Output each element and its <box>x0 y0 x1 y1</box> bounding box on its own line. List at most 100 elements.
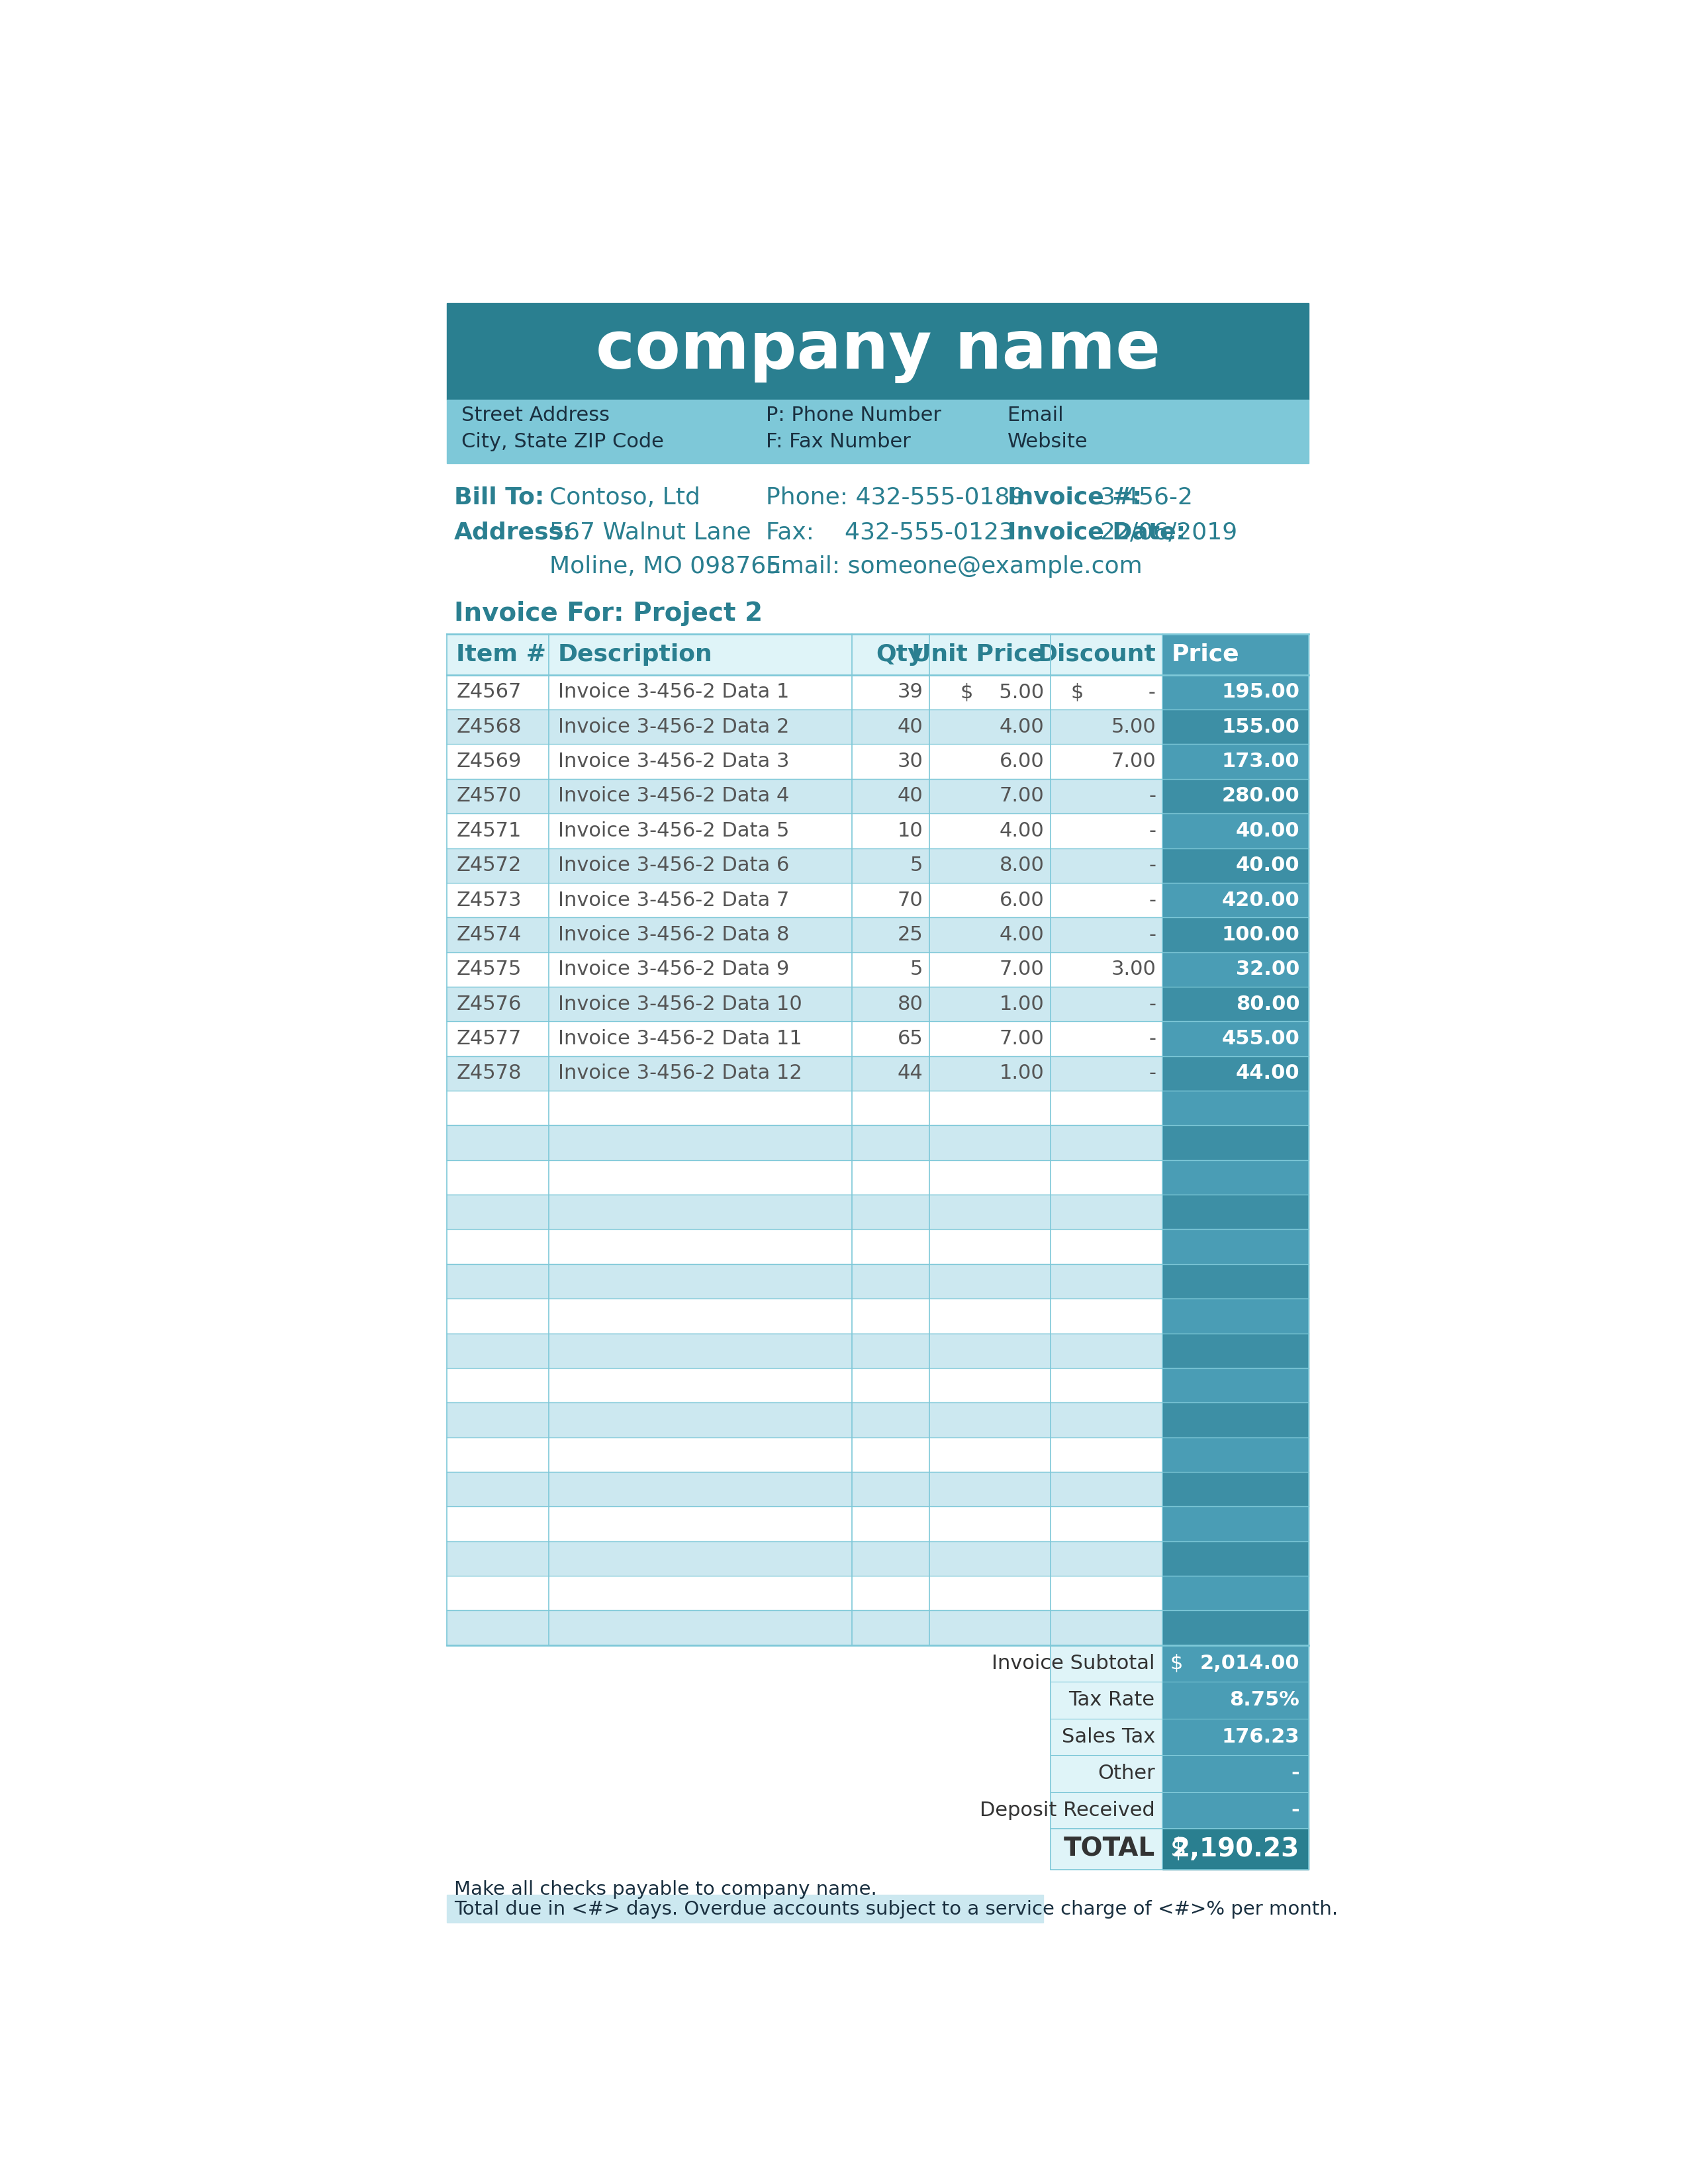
Text: Tax Rate: Tax Rate <box>1069 1690 1155 1710</box>
Text: 44.00: 44.00 <box>1236 1064 1300 1083</box>
Text: Z4569: Z4569 <box>456 751 522 771</box>
Text: Z4574: Z4574 <box>456 926 522 943</box>
Text: Z4571: Z4571 <box>456 821 522 841</box>
Text: Invoice 3-456-2 Data 5: Invoice 3-456-2 Data 5 <box>557 821 788 841</box>
Text: Address:: Address: <box>454 522 572 544</box>
Bar <box>1161 1332 1308 1367</box>
Text: Price: Price <box>1171 644 1239 666</box>
Text: 7.00: 7.00 <box>999 1029 1045 1048</box>
Bar <box>1050 1828 1161 1870</box>
Text: 8.00: 8.00 <box>999 856 1045 876</box>
Text: 44: 44 <box>898 1064 923 1083</box>
Text: 100.00: 100.00 <box>1222 926 1300 943</box>
Text: Deposit Received: Deposit Received <box>979 1800 1155 1819</box>
Text: Email: someone@example.com: Email: someone@example.com <box>766 555 1143 579</box>
Text: Invoice 3-456-2 Data 9: Invoice 3-456-2 Data 9 <box>557 959 788 978</box>
Bar <box>1161 847 1308 882</box>
Text: 173.00: 173.00 <box>1222 751 1300 771</box>
Bar <box>1161 710 1308 745</box>
Bar <box>1161 1472 1308 1507</box>
Bar <box>1161 1756 1308 1791</box>
Text: 567 Walnut Lane: 567 Walnut Lane <box>550 522 751 544</box>
Text: 5: 5 <box>910 959 923 978</box>
Text: 39: 39 <box>898 684 923 701</box>
Bar <box>447 675 1161 710</box>
Text: Z4572: Z4572 <box>456 856 522 876</box>
Bar <box>1161 745 1308 780</box>
Bar <box>447 780 1161 812</box>
Text: 455.00: 455.00 <box>1222 1029 1300 1048</box>
Text: 1.00: 1.00 <box>999 994 1045 1013</box>
Text: Invoice 3-456-2 Data 3: Invoice 3-456-2 Data 3 <box>557 751 790 771</box>
Text: -: - <box>1150 926 1156 943</box>
Bar <box>447 1542 1161 1577</box>
Text: Other: Other <box>1097 1765 1155 1782</box>
Text: Sales Tax: Sales Tax <box>1062 1728 1155 1747</box>
Text: 40: 40 <box>898 716 923 736</box>
Bar <box>447 1896 1043 1922</box>
Bar <box>1050 1682 1161 1719</box>
Text: Invoice 3-456-2 Data 11: Invoice 3-456-2 Data 11 <box>557 1029 802 1048</box>
Text: Invoice 3-456-2 Data 1: Invoice 3-456-2 Data 1 <box>557 684 788 701</box>
Text: -: - <box>1291 1800 1300 1819</box>
Text: company name: company name <box>596 319 1160 384</box>
Bar <box>1161 1022 1308 1057</box>
Bar <box>447 1437 1161 1472</box>
Bar <box>1161 1230 1308 1265</box>
Text: Z4576: Z4576 <box>456 994 522 1013</box>
Text: -: - <box>1150 1064 1156 1083</box>
Bar <box>447 1125 1161 1160</box>
Text: Invoice #:: Invoice #: <box>1008 487 1141 509</box>
Bar <box>1161 675 1308 710</box>
Bar <box>1161 1195 1308 1230</box>
Bar <box>447 1332 1161 1367</box>
Text: 25: 25 <box>898 926 923 943</box>
Bar <box>1161 1299 1308 1332</box>
Bar <box>447 1367 1161 1402</box>
Bar <box>1161 1791 1308 1828</box>
Text: 40.00: 40.00 <box>1236 856 1300 876</box>
Text: Make all checks payable to company name.: Make all checks payable to company name. <box>454 1880 878 1900</box>
Text: $          -: $ - <box>1072 684 1156 701</box>
Text: Z4577: Z4577 <box>456 1029 522 1048</box>
Bar <box>1161 1610 1308 1645</box>
Bar <box>447 1472 1161 1507</box>
Text: Discount: Discount <box>1038 644 1156 666</box>
Bar <box>1161 1160 1308 1195</box>
Bar <box>1161 1057 1308 1090</box>
Text: 155.00: 155.00 <box>1222 716 1300 736</box>
Text: 3-456-2: 3-456-2 <box>1099 487 1193 509</box>
Bar <box>1161 1125 1308 1160</box>
Text: -: - <box>1291 1765 1300 1782</box>
Bar <box>1161 780 1308 812</box>
Text: 30: 30 <box>898 751 923 771</box>
Bar <box>447 1299 1161 1332</box>
Text: 2,190.23: 2,190.23 <box>1173 1837 1300 1861</box>
Bar <box>447 812 1161 847</box>
Text: Z4570: Z4570 <box>456 786 522 806</box>
Text: F: Fax Number: F: Fax Number <box>766 432 912 452</box>
Text: 1.00: 1.00 <box>999 1064 1045 1083</box>
Bar <box>1161 1437 1308 1472</box>
Text: 4.00: 4.00 <box>999 926 1045 943</box>
Text: P: Phone Number: P: Phone Number <box>766 406 942 424</box>
Bar <box>447 1057 1161 1090</box>
Text: Contoso, Ltd: Contoso, Ltd <box>550 487 701 509</box>
Bar <box>447 1507 1161 1542</box>
Text: 80: 80 <box>898 994 923 1013</box>
Text: Invoice 3-456-2 Data 8: Invoice 3-456-2 Data 8 <box>557 926 790 943</box>
Text: Invoice 3-456-2 Data 12: Invoice 3-456-2 Data 12 <box>557 1064 802 1083</box>
Text: 7.00: 7.00 <box>1111 751 1156 771</box>
Text: 5: 5 <box>910 856 923 876</box>
Bar <box>447 1230 1161 1265</box>
Text: 40: 40 <box>898 786 923 806</box>
Bar <box>447 917 1161 952</box>
Text: -: - <box>1150 1029 1156 1048</box>
Bar <box>1161 1645 1308 1682</box>
Text: Invoice 3-456-2 Data 7: Invoice 3-456-2 Data 7 <box>557 891 788 911</box>
Text: Qty: Qty <box>876 644 923 666</box>
Bar <box>1161 1507 1308 1542</box>
Text: Total due in <#> days. Overdue accounts subject to a service charge of <#>% per : Total due in <#> days. Overdue accounts … <box>454 1900 1339 1918</box>
Bar <box>1161 1402 1308 1437</box>
Bar <box>447 1402 1161 1437</box>
